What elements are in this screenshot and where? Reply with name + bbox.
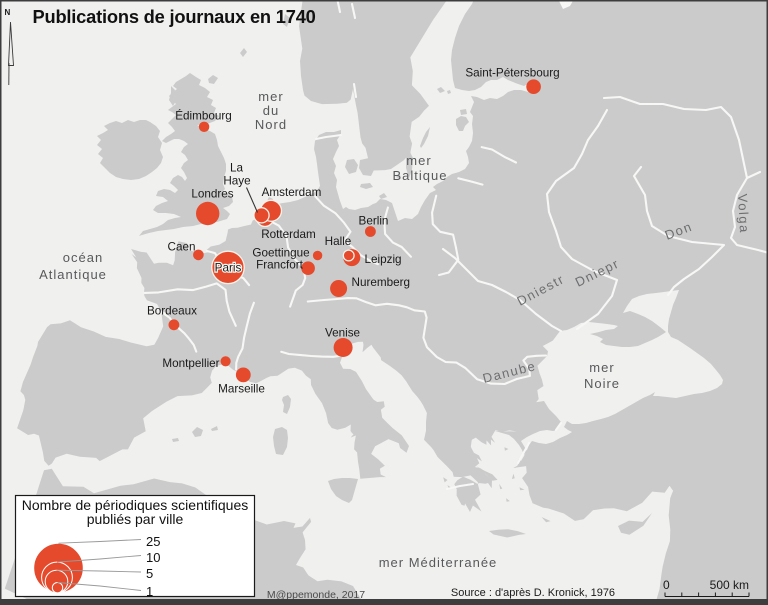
svg-text:Baltique: Baltique — [393, 168, 448, 183]
svg-text:Amsterdam: Amsterdam — [262, 186, 322, 199]
svg-text:0: 0 — [663, 578, 670, 592]
svg-text:Nuremberg: Nuremberg — [352, 276, 410, 289]
svg-text:Édimbourg: Édimbourg — [175, 110, 232, 123]
svg-text:5: 5 — [146, 566, 153, 581]
svg-text:Haye: Haye — [223, 175, 250, 188]
svg-text:du: du — [263, 103, 279, 118]
svg-text:Bordeaux: Bordeaux — [147, 305, 197, 318]
svg-text:Halle: Halle — [325, 235, 352, 248]
svg-text:mer: mer — [406, 153, 431, 168]
svg-text:Publications de journaux en 17: Publications de journaux en 1740 — [33, 6, 316, 27]
svg-text:Saint-Pétersbourg: Saint-Pétersbourg — [465, 67, 559, 80]
svg-text:10: 10 — [146, 550, 160, 565]
svg-text:M@ppemonde, 2017: M@ppemonde, 2017 — [267, 589, 365, 601]
svg-text:Paris: Paris — [215, 262, 242, 275]
svg-text:La: La — [230, 162, 244, 175]
svg-text:publiés par ville: publiés par ville — [87, 511, 184, 527]
svg-text:océan: océan — [63, 250, 103, 265]
svg-text:25: 25 — [146, 534, 160, 549]
svg-text:mer Méditerranée: mer Méditerranée — [379, 555, 498, 570]
svg-text:mer: mer — [258, 89, 283, 104]
svg-text:N: N — [5, 8, 11, 17]
svg-text:Source : d'après D. Kronick, 1: Source : d'après D. Kronick, 1976 — [451, 587, 615, 599]
svg-text:Rotterdam: Rotterdam — [261, 228, 316, 241]
svg-text:Atlantique: Atlantique — [39, 267, 107, 282]
svg-text:Nombre de périodiques scientif: Nombre de périodiques scientifiques — [22, 497, 248, 513]
svg-text:mer: mer — [589, 360, 614, 375]
svg-text:Goettingue: Goettingue — [252, 247, 309, 260]
svg-text:Montpellier: Montpellier — [162, 357, 219, 370]
svg-text:Venise: Venise — [325, 327, 360, 340]
svg-text:Marseille: Marseille — [218, 383, 265, 396]
svg-text:Londres: Londres — [191, 188, 233, 201]
svg-text:1: 1 — [146, 584, 153, 599]
svg-text:Berlin: Berlin — [359, 215, 389, 228]
svg-text:Volga: Volga — [735, 193, 752, 234]
svg-text:Nord: Nord — [255, 117, 287, 132]
svg-text:Noire: Noire — [584, 376, 620, 391]
svg-text:Leipzig: Leipzig — [365, 253, 402, 266]
svg-text:Caen: Caen — [168, 241, 196, 254]
svg-text:500 km: 500 km — [710, 578, 749, 592]
svg-text:Francfort: Francfort — [256, 259, 304, 272]
